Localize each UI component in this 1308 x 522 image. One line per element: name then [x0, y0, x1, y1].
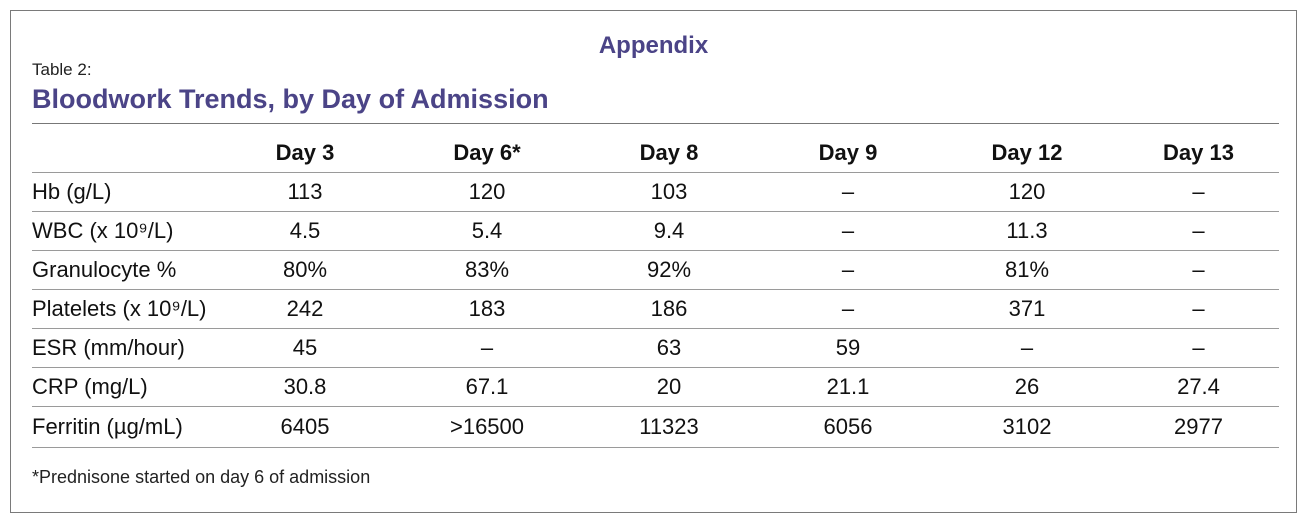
table-cell: 21.1 — [760, 367, 936, 407]
column-header: Day 6* — [396, 134, 578, 173]
column-header: Day 12 — [936, 134, 1118, 173]
table-cell: 26 — [936, 367, 1118, 407]
table-cell: >16500 — [396, 406, 578, 448]
table-row: Platelets (x 10⁹/L) 242 183 186 – 371 – — [32, 289, 1279, 329]
row-label: Granulocyte % — [32, 250, 214, 290]
table-cell: 80% — [214, 250, 396, 290]
table-row: WBC (x 10⁹/L) 4.5 5.4 9.4 – 11.3 – — [32, 211, 1279, 251]
table-cell: – — [936, 328, 1118, 368]
table-cell: – — [760, 289, 936, 329]
table-cell: 81% — [936, 250, 1118, 290]
table-row: Ferritin (µg/mL) 6405 >16500 11323 6056 … — [32, 406, 1279, 448]
table-cell: – — [1118, 211, 1279, 251]
table-cell: 5.4 — [396, 211, 578, 251]
table-cell: 4.5 — [214, 211, 396, 251]
bloodwork-table: Day 3 Day 6* Day 8 Day 9 Day 12 Day 13 H… — [32, 134, 1279, 448]
column-header: Day 13 — [1118, 134, 1279, 173]
appendix-frame: Appendix Table 2: Bloodwork Trends, by D… — [10, 10, 1297, 513]
table-cell: 83% — [396, 250, 578, 290]
title-rule — [32, 123, 1279, 124]
table-cell: 186 — [578, 289, 760, 329]
table-cell: 2977 — [1118, 406, 1279, 448]
table-cell: 30.8 — [214, 367, 396, 407]
table-cell: 92% — [578, 250, 760, 290]
table-cell: – — [1118, 172, 1279, 212]
footnote: *Prednisone started on day 6 of admissio… — [32, 467, 371, 487]
table-cell: 183 — [396, 289, 578, 329]
column-header: Day 9 — [760, 134, 936, 173]
table-cell: – — [1118, 250, 1279, 290]
row-label: WBC (x 10⁹/L) — [32, 211, 214, 251]
table-cell: – — [1118, 289, 1279, 329]
table-cell: 63 — [578, 328, 760, 368]
table-cell: 120 — [396, 172, 578, 212]
table-cell: 27.4 — [1118, 367, 1279, 407]
table-cell: 242 — [214, 289, 396, 329]
table-cell: 120 — [936, 172, 1118, 212]
table-cell: – — [1118, 328, 1279, 368]
table-cell: – — [760, 211, 936, 251]
table-cell: – — [760, 172, 936, 212]
table-cell: 3102 — [936, 406, 1118, 448]
table-cell: 6405 — [214, 406, 396, 448]
table-row: CRP (mg/L) 30.8 67.1 20 21.1 26 27.4 — [32, 367, 1279, 407]
table-cell: 11.3 — [936, 211, 1118, 251]
table-cell: 59 — [760, 328, 936, 368]
column-header: Day 3 — [214, 134, 396, 173]
table-cell: 67.1 — [396, 367, 578, 407]
table-cell: 6056 — [760, 406, 936, 448]
header-row: Day 3 Day 6* Day 8 Day 9 Day 12 Day 13 — [32, 134, 1279, 173]
table-row: Granulocyte % 80% 83% 92% – 81% – — [32, 250, 1279, 290]
appendix-heading: Appendix — [598, 32, 709, 59]
table-title: Bloodwork Trends, by Day of Admission — [32, 84, 549, 114]
table-cell: 11323 — [578, 406, 760, 448]
table-label: Table 2: — [32, 60, 92, 79]
row-label: Ferritin (µg/mL) — [32, 406, 214, 448]
table-cell: 371 — [936, 289, 1118, 329]
table-cell: 45 — [214, 328, 396, 368]
table-row: Hb (g/L) 113 120 103 – 120 – — [32, 172, 1279, 212]
table-cell: 9.4 — [578, 211, 760, 251]
row-label: Hb (g/L) — [32, 172, 214, 212]
row-label: CRP (mg/L) — [32, 367, 214, 407]
table-cell: – — [760, 250, 936, 290]
table-row: ESR (mm/hour) 45 – 63 59 – – — [32, 328, 1279, 368]
column-header — [32, 134, 214, 173]
table-cell: – — [396, 328, 578, 368]
column-header: Day 8 — [578, 134, 760, 173]
table-cell: 113 — [214, 172, 396, 212]
row-label: ESR (mm/hour) — [32, 328, 214, 368]
table-cell: 20 — [578, 367, 760, 407]
row-label: Platelets (x 10⁹/L) — [32, 289, 214, 329]
table-cell: 103 — [578, 172, 760, 212]
